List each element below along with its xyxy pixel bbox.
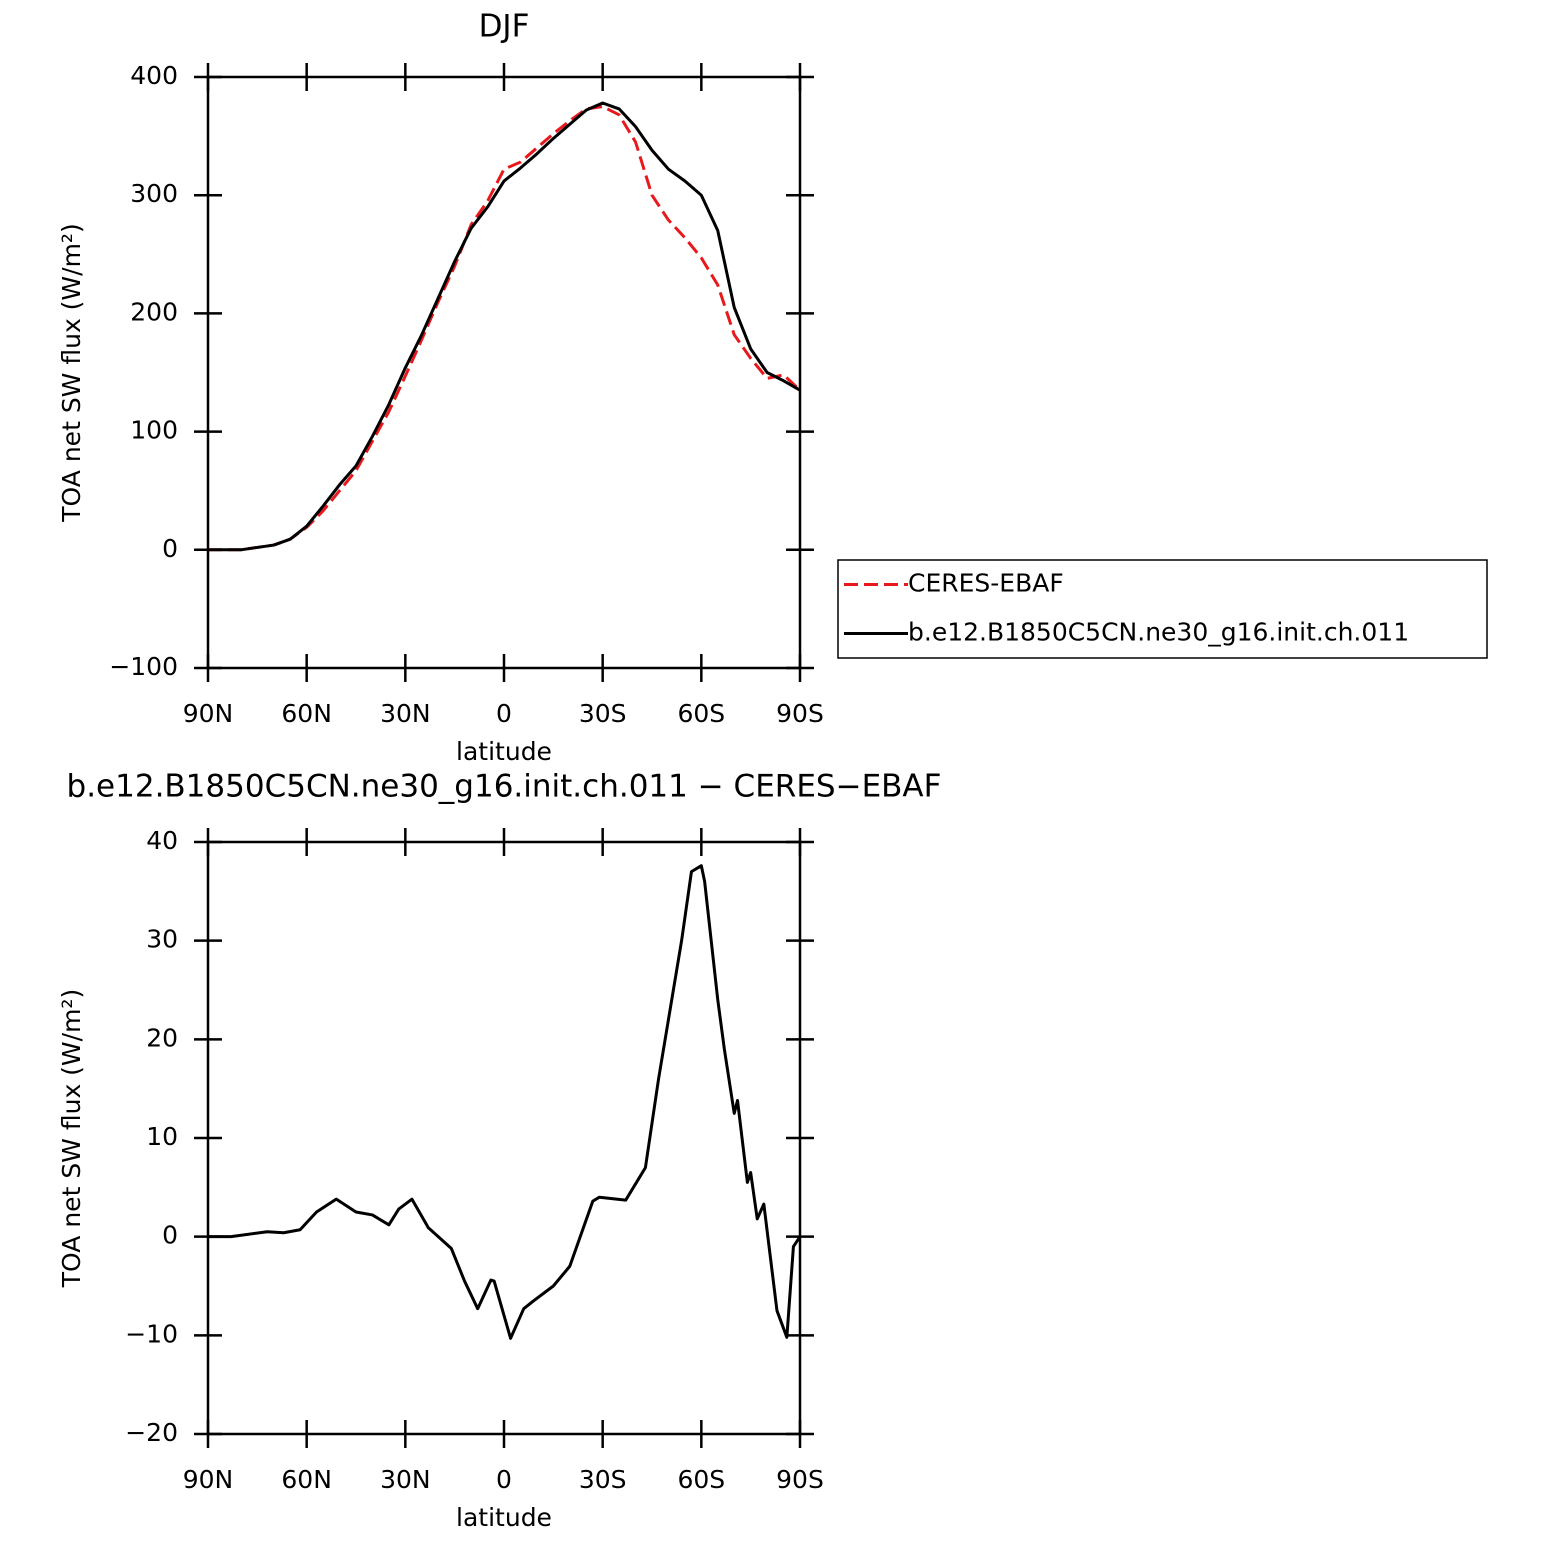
y-tick-label: 100 [130, 416, 178, 445]
plot-frame [206, 75, 802, 670]
x-tick-label: 30N [380, 1465, 431, 1494]
y-tick-label: −100 [109, 652, 178, 681]
x-tick-label: 0 [496, 699, 512, 728]
y-tick-label: 200 [130, 297, 178, 326]
x-tick-label: 90N [183, 1465, 234, 1494]
x-tick-label: 60S [677, 1465, 725, 1494]
legend-label: CERES-EBAF [908, 569, 1064, 598]
y-tick-label: 0 [162, 534, 178, 563]
y-tick-label: −20 [125, 1418, 178, 1447]
x-tick-label: 90S [776, 699, 824, 728]
y-tick-label: −10 [125, 1319, 178, 1348]
x-tick-label: 0 [496, 1465, 512, 1494]
x-tick-label: 30S [579, 1465, 627, 1494]
x-tick-label: 60N [281, 699, 332, 728]
x-tick-label: 30N [380, 699, 431, 728]
y-tick-label: 0 [162, 1221, 178, 1250]
x-tick-label: 90S [776, 1465, 824, 1494]
y-tick-label: 40 [146, 826, 178, 855]
x-axis-label: latitude [456, 737, 552, 766]
y-tick-label: 20 [146, 1023, 178, 1052]
data-line [208, 101, 801, 552]
y-axis-label: TOA net SW flux (W/m²) [57, 989, 86, 1288]
x-tick-label: 60S [677, 699, 725, 728]
data-line [208, 105, 802, 552]
x-tick-label: 90N [183, 699, 234, 728]
x-axis-label: latitude [456, 1503, 552, 1532]
x-tick-label: 60N [281, 1465, 332, 1494]
plot-frame [206, 840, 802, 1436]
y-tick-label: 10 [146, 1122, 178, 1151]
data-line [208, 864, 802, 1340]
chart-title: DJF [479, 9, 530, 45]
x-tick-label: 30S [579, 699, 627, 728]
y-axis-label: TOA net SW flux (W/m²) [57, 223, 86, 522]
y-tick-label: 300 [130, 179, 178, 208]
legend-box [837, 559, 1488, 659]
legend-label: b.e12.B1850C5CN.ne30_g16.init.ch.011 [908, 618, 1409, 647]
chart-title: b.e12.B1850C5CN.ne30_g16.init.ch.011 − C… [67, 769, 942, 805]
y-tick-label: 30 [146, 925, 178, 954]
y-tick-label: 400 [130, 61, 178, 90]
